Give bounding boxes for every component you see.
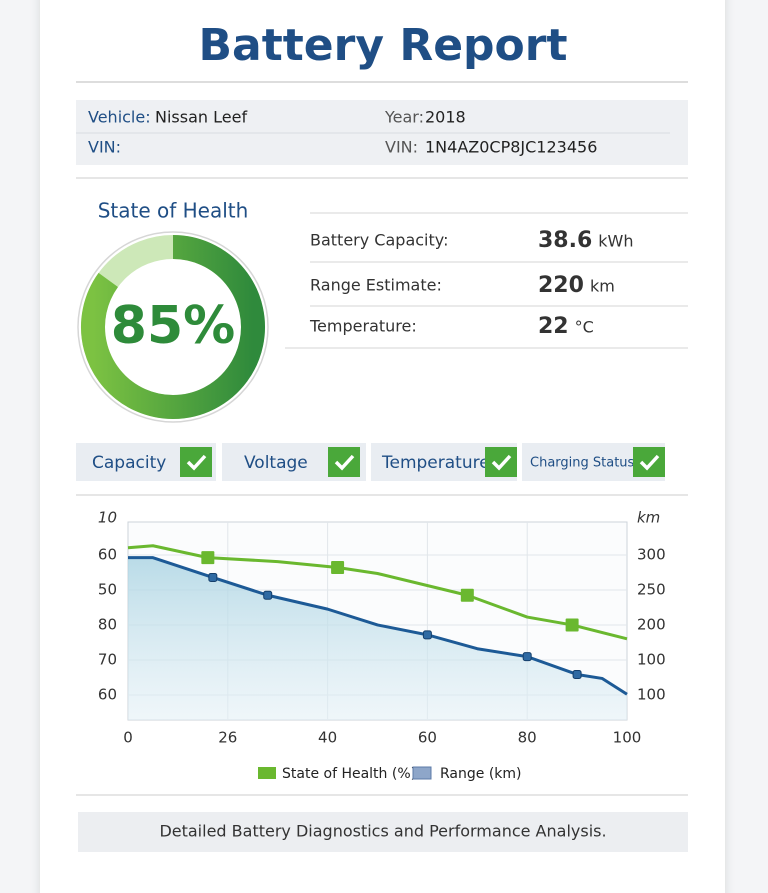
info-label: Vehicle: <box>88 108 151 127</box>
y-tick-label: 60 <box>98 546 117 564</box>
metric-unit: km <box>590 277 615 296</box>
marker <box>201 551 215 565</box>
legend-label: Range (km) <box>440 766 522 782</box>
gauge-frame <box>77 231 269 423</box>
check-mark <box>186 454 207 471</box>
line <box>127 544 628 641</box>
title: Battery Report <box>198 20 567 71</box>
info-value: 2018 <box>425 108 466 127</box>
y2-tick-label: 250 <box>637 581 666 599</box>
info-label: VIN: <box>88 138 121 157</box>
footer-box <box>78 812 688 852</box>
check-mark <box>334 454 355 471</box>
x-tick-label: 100 <box>613 729 642 747</box>
metric-value: 220 <box>538 273 584 298</box>
y2-tick-label: 200 <box>637 616 666 634</box>
metric-value: 22 <box>538 314 569 339</box>
check-label: Voltage <box>244 453 308 473</box>
marker <box>422 630 432 640</box>
info-value: Nissan Leef <box>155 108 247 127</box>
marker <box>522 652 532 662</box>
legend-swatch <box>258 767 276 779</box>
y2-tick-label: 300 <box>637 546 666 564</box>
marker <box>263 590 273 600</box>
marker <box>565 618 579 632</box>
info-label: VIN: <box>385 138 418 157</box>
y2-tick-label: 100 <box>637 686 666 704</box>
y-tick-label: 70 <box>98 651 117 669</box>
metric-label: Range Estimate: <box>310 276 442 295</box>
gauge-arc <box>81 235 265 419</box>
check-icon <box>180 447 212 477</box>
info-value: 1N4AZ0CP8JC123456 <box>425 138 597 157</box>
check-label: Capacity <box>92 453 166 473</box>
x-tick-label: 40 <box>318 729 337 747</box>
info-label: Year: <box>384 108 424 127</box>
metric-unit: °C <box>575 318 594 337</box>
check-icon <box>328 447 360 477</box>
metric-value: 38.6 <box>538 228 592 253</box>
metric-label: Battery Capacity: <box>310 231 448 250</box>
y-tick-label: 50 <box>98 581 117 599</box>
footer-text: Detailed Battery Diagnostics and Perform… <box>159 822 606 841</box>
x-tick-label: 60 <box>418 729 437 747</box>
area <box>128 557 627 720</box>
y2-tick-label: 100 <box>637 651 666 669</box>
x-tick-label: 80 <box>518 729 537 747</box>
y-tick-label: 60 <box>98 686 117 704</box>
y-tick-label: 80 <box>98 616 117 634</box>
x-tick-label: 26 <box>218 729 237 747</box>
check-icon <box>485 447 517 477</box>
check-label: Charging Status <box>530 456 635 471</box>
marker <box>572 669 582 679</box>
marker <box>331 561 345 575</box>
metric-unit: kWh <box>598 232 633 251</box>
gauge-value: 85% <box>111 296 235 356</box>
check-label: Temperature <box>381 453 490 473</box>
legend-swatch <box>412 766 432 780</box>
check-mark <box>491 454 512 471</box>
metric-label: Temperature: <box>309 317 417 336</box>
check-mark <box>639 454 660 471</box>
check-icon <box>633 447 665 477</box>
y2-tick-label: km <box>637 509 660 527</box>
x-tick-label: 0 <box>123 729 133 747</box>
marker <box>460 588 474 602</box>
marker <box>208 572 218 582</box>
y-tick-label: 10 <box>98 509 117 527</box>
legend-label: State of Health (%) <box>282 766 416 782</box>
gauge-title: State of Health <box>98 199 249 223</box>
